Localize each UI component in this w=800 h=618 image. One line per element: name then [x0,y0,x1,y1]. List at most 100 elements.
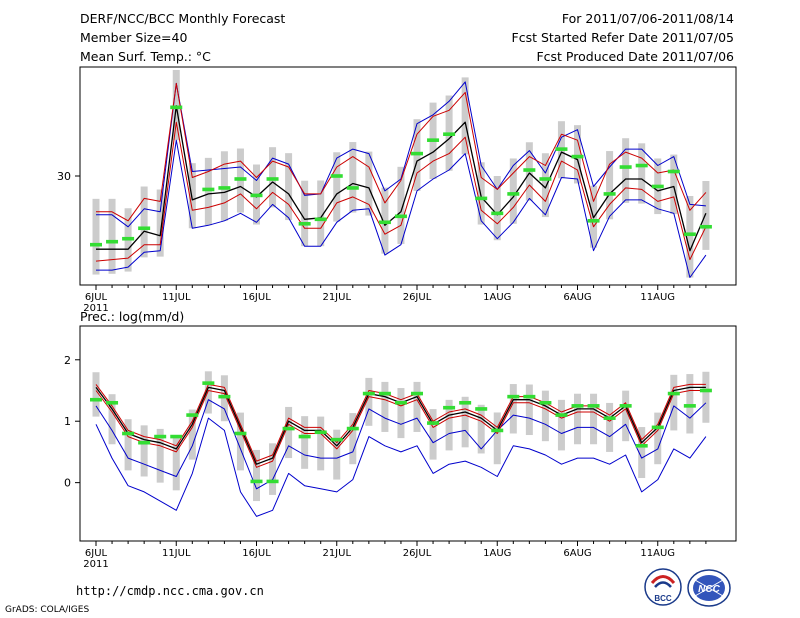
spread-box [333,152,341,222]
observation-marker [138,440,151,445]
x-tick-label: 1AUG [483,292,511,303]
observation-marker [667,169,680,174]
spread-box [413,381,421,432]
chart-panel-1: 30 6JUL 11JUL 16JUL 21JUL 26JUL 1AUG 6AUG 11AUG 2… [57,66,737,314]
spread-box [236,412,244,471]
spread-box [172,435,180,491]
observation-marker [571,404,584,408]
spread-box [317,180,325,247]
spread-box [429,409,437,460]
observation-marker [475,407,488,411]
spread-box [702,371,710,423]
spread-box [557,399,565,451]
observation-marker [314,430,327,435]
x-tick-label: 6AUG [563,548,591,559]
spread-box [108,198,116,274]
x-tick-label: 21JUL [322,548,351,559]
observation-marker [651,184,664,189]
bcc-logo: BCC [644,568,682,606]
spread-box [541,153,549,218]
spread-box [301,180,309,247]
observation-marker [106,239,119,244]
spread-box [140,186,148,258]
spread-box [172,69,180,141]
x-tick-label: 6JUL [85,292,108,303]
spread-box [686,196,694,278]
x-tick-label: 16JUL [242,292,271,303]
observation-marker [378,220,391,225]
x-tick-label: 26JUL [403,548,432,559]
observation-marker [443,132,456,136]
spread-box [461,396,469,448]
spread-box [606,402,614,452]
spread-box [92,372,100,417]
series-line-ensemble-mean [96,105,707,252]
observation-marker [619,404,632,408]
spread-box [381,381,389,432]
observation-marker [683,232,696,237]
member-size-label: Member Size=40 [80,30,188,45]
spread-box [108,394,116,445]
observation-marker [298,434,311,439]
observation-marker [699,388,712,393]
spread-box [317,416,325,471]
observation-marker [539,400,552,405]
series-line-outer-max [95,399,707,490]
y-tick-label: 2 [64,354,71,367]
spread-box [638,143,646,204]
observation-marker [635,163,648,168]
spread-box [574,393,581,445]
grads-credit: GrADS: COLA/IGES [5,605,90,615]
observation-marker [330,174,343,178]
observation-marker [475,196,488,201]
spread-box [92,198,100,275]
observation-marker [699,224,712,229]
observation-marker [138,226,151,231]
x-tick-label: 11AUG [640,292,675,303]
observation-marker [250,479,263,484]
x-tick-label: 21JUL [322,292,351,303]
observation-marker [635,443,648,448]
spread-box [525,384,533,436]
y-tick-label: 0 [64,477,71,490]
observation-marker [298,221,311,226]
spread-box [220,151,228,221]
observation-marker [106,400,119,405]
spread-box [365,151,373,216]
observation-marker [170,105,183,110]
observation-marker [282,426,295,431]
x-tick-label: 6JUL [85,548,108,559]
series-line-member-max [96,82,707,222]
chart-title: DERF/NCC/BCC Monthly Forecast [80,11,286,26]
spread-box [622,390,630,442]
observation-marker [523,168,536,172]
bcc-logo-text: BCC [654,594,672,603]
observation-marker [122,431,135,436]
spread-box [509,384,517,434]
observation-marker [587,218,600,223]
spread-box [493,412,501,465]
x-year-label: 2011 [83,559,108,570]
observation-marker [539,177,552,181]
spread-box [140,425,148,477]
observation-marker [443,405,456,410]
observation-marker [90,397,102,402]
observation-marker [491,211,504,216]
series-line-member-min [95,121,707,262]
series-line-member-max [95,383,706,462]
spread-box [461,77,469,155]
observation-marker [459,400,472,405]
observation-marker [411,151,423,156]
x-tick-label: 11JUL [162,548,191,559]
spread-box [702,181,710,250]
observation-marker [90,242,102,247]
spread-box [606,151,614,220]
spread-box [493,176,501,241]
spread-box [397,388,405,439]
observation-marker [491,428,504,433]
observation-marker [202,187,215,192]
observation-marker [346,426,359,431]
x-tick-label: 11AUG [640,548,675,559]
spread-box [124,419,132,471]
observation-marker [346,186,359,190]
